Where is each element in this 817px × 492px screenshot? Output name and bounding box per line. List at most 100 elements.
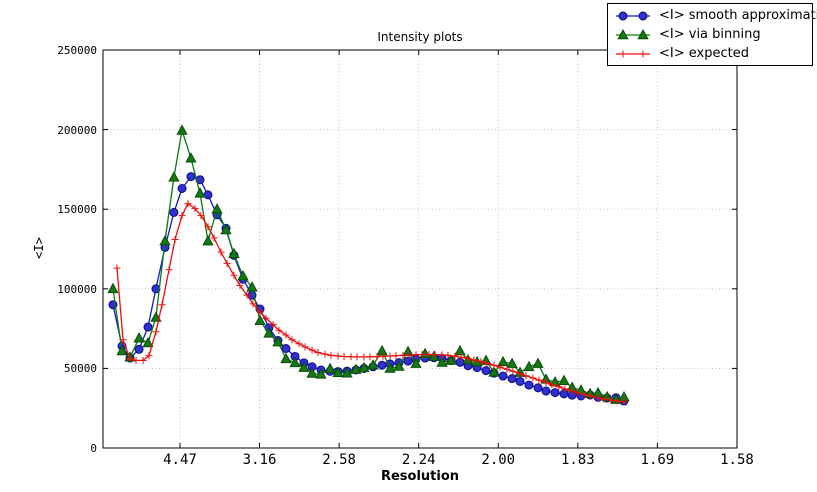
data-point-marker <box>230 271 238 279</box>
data-point-marker <box>236 282 244 290</box>
data-point-marker <box>176 124 188 135</box>
data-point-marker <box>481 366 491 376</box>
series-2 <box>113 200 628 406</box>
data-point-marker <box>298 361 310 372</box>
data-point-marker <box>532 357 544 368</box>
data-point-marker <box>324 362 336 374</box>
series-line <box>112 175 625 402</box>
data-point-marker <box>249 300 257 308</box>
data-point-marker <box>535 376 543 384</box>
data-point-marker <box>477 358 485 366</box>
y-tick-label: 100000 <box>57 282 97 296</box>
data-point-marker <box>384 362 396 373</box>
data-point-marker <box>410 357 422 368</box>
data-point-marker <box>360 353 368 361</box>
data-point-marker <box>497 355 509 367</box>
data-point-marker <box>295 340 303 348</box>
data-point-marker <box>256 308 264 316</box>
data-point-marker <box>178 212 186 220</box>
data-point-marker <box>145 352 153 360</box>
data-point-marker <box>403 356 413 366</box>
data-point-marker <box>619 50 627 57</box>
x-tick-label: 2.00 <box>481 452 516 468</box>
data-point-marker <box>376 344 388 356</box>
data-point-marker <box>542 378 550 386</box>
data-point-marker <box>617 28 629 39</box>
data-point-marker <box>637 28 649 39</box>
legend-item-via-binning: <I> via binning <box>614 25 812 44</box>
data-point-marker <box>165 266 173 274</box>
data-point-marker <box>113 264 121 272</box>
data-point-marker <box>533 383 543 393</box>
data-point-marker <box>133 332 145 343</box>
data-point-marker <box>126 355 134 363</box>
data-point-marker <box>444 351 452 359</box>
data-point-marker <box>158 301 166 309</box>
data-point-marker <box>186 172 196 182</box>
data-point-marker <box>559 389 569 399</box>
data-point-marker <box>243 291 251 299</box>
data-point-marker <box>541 386 551 396</box>
data-point-marker <box>282 331 290 339</box>
data-point-marker <box>358 361 370 373</box>
data-point-marker <box>392 352 400 360</box>
legend-label: <I> via binning <box>659 27 761 42</box>
data-point-marker <box>425 351 433 359</box>
data-point-marker <box>327 351 335 359</box>
data-point-marker <box>639 50 647 57</box>
data-point-marker <box>116 344 128 356</box>
series-1 <box>107 124 630 404</box>
data-point-marker <box>568 387 576 395</box>
data-point-marker <box>581 391 589 399</box>
data-point-marker <box>498 371 508 381</box>
data-point-marker <box>366 353 374 361</box>
data-point-marker <box>445 354 457 365</box>
data-point-marker <box>418 351 426 359</box>
data-point-marker <box>197 212 205 220</box>
data-point-marker <box>281 344 291 353</box>
data-point-marker <box>119 336 127 344</box>
data-point-marker <box>464 355 472 363</box>
data-point-marker <box>483 359 491 367</box>
data-point-marker <box>506 357 518 368</box>
data-point-marker <box>280 352 292 364</box>
data-point-marker <box>529 374 537 382</box>
data-point-marker <box>223 259 231 267</box>
data-point-marker <box>454 344 466 356</box>
data-point-marker <box>587 392 595 400</box>
data-point-marker <box>262 314 270 322</box>
data-point-marker <box>159 234 171 246</box>
data-point-marker <box>548 381 556 389</box>
data-point-marker <box>204 223 212 231</box>
data-point-marker <box>524 380 534 390</box>
data-point-marker <box>220 223 232 235</box>
data-point-marker <box>314 348 322 356</box>
data-point-marker <box>321 350 329 358</box>
x-axis-label: Resolution <box>380 469 460 484</box>
legend-label: <I> expected <box>659 46 749 61</box>
data-point-marker <box>367 359 379 370</box>
data-point-marker <box>306 367 318 378</box>
legend: <I> smooth approximation <I> via binning… <box>607 3 817 66</box>
series-line <box>112 130 625 401</box>
data-point-marker <box>402 345 414 356</box>
data-point-marker <box>210 234 218 242</box>
data-point-marker <box>509 367 517 375</box>
data-point-marker <box>269 321 277 329</box>
data-point-marker <box>340 352 348 360</box>
data-point-marker <box>350 363 362 374</box>
x-tick-label: 1.69 <box>640 452 675 468</box>
data-point-marker <box>618 11 628 20</box>
data-point-marker <box>315 368 327 379</box>
data-point-marker <box>191 204 199 212</box>
data-point-marker <box>451 352 459 360</box>
x-tick-label: 2.58 <box>322 452 356 468</box>
data-point-marker <box>455 357 465 367</box>
data-point-marker <box>613 397 621 405</box>
data-point-marker <box>134 344 144 354</box>
data-point-marker <box>169 207 179 217</box>
x-tick-label: 4.47 <box>163 452 197 468</box>
data-point-marker <box>523 360 535 372</box>
data-point-marker <box>202 234 214 246</box>
